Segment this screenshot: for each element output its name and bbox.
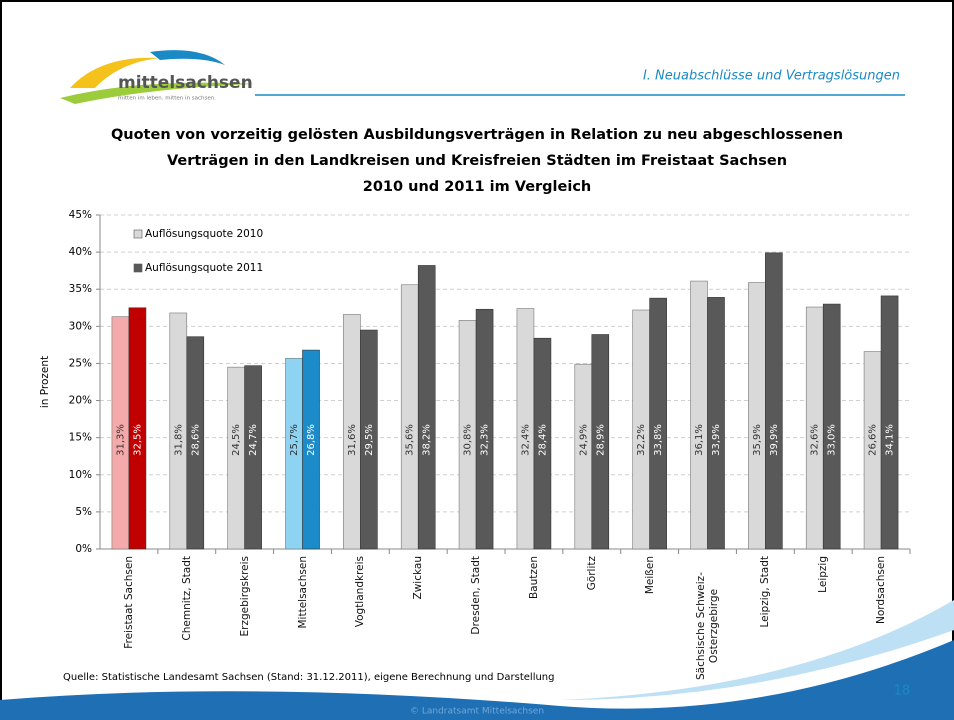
y-tick-label: 10% [69,469,92,481]
data-label: 32,5% [132,424,143,456]
source: Quelle: Statistische Landesamt Sachsen (… [63,672,555,683]
y-tick-label: 40% [69,246,92,258]
bar [360,329,378,550]
data-label: 31,8% [173,424,184,456]
footer-wave [0,640,954,720]
data-label: 25,7% [289,424,300,456]
bar [302,349,320,550]
x-tick-label: Vogtlandkreis [353,556,366,628]
legend-swatch [133,263,143,273]
data-label: 28,6% [190,424,201,456]
data-label: 32,3% [480,424,491,456]
x-tick-label: Freistaat Sachsen [122,556,135,649]
data-label: 34,1% [885,424,896,456]
x-tick-label: Erzgebirgskreis [238,556,251,637]
y-tick-label: 5% [75,506,92,518]
data-label: 32,4% [520,424,531,456]
chart-title: 2010 und 2011 im Vergleich [363,179,592,195]
data-label: 28,9% [595,424,606,456]
data-label: 39,9% [769,424,780,456]
data-label: 33,8% [653,424,664,456]
x-tick-label: Mittelsachsen [296,556,308,629]
y-tick-label: 20% [69,395,92,407]
data-label: 26,6% [868,424,879,456]
x-tick-label: Meißen [643,556,656,595]
chart-title: Verträgen in den Landkreisen und Kreisfr… [167,153,787,169]
logo-tagline: mitten im leben. mitten in sachsen. [118,96,216,102]
data-label: 24,7% [248,424,259,456]
data-label: 33,0% [827,424,838,456]
bar [649,297,667,550]
footer-wave-light [560,600,954,700]
bar [400,284,419,550]
copyright: © Landratsamt Mittelsachsen [410,707,544,717]
bar [186,336,205,550]
y-tick-label: 0% [75,543,92,555]
data-label: 24,9% [578,424,589,456]
data-label: 33,9% [711,424,722,456]
bar [765,252,783,550]
chart-title: Quoten von vorzeitig gelösten Ausbildung… [111,127,843,143]
data-label: 28,4% [537,424,548,456]
x-tick-label: Leipzig, Stadt [758,556,771,628]
y-tick-label: 25% [69,357,92,369]
data-label: 30,8% [463,424,474,456]
x-tick-label: Bautzen [527,556,540,600]
bar [227,366,245,550]
x-tick-label: Leipzig [816,556,829,593]
bar [748,282,766,550]
x-tick-label: Dresden, Stadt [469,556,482,635]
data-label: 32,6% [810,424,821,456]
bar [417,265,436,550]
x-tick-label: Nordsachsen [874,556,887,624]
data-label: 35,6% [405,424,416,456]
legend-swatch [133,229,143,239]
logo-arc [70,57,160,88]
data-label: 38,2% [422,424,433,456]
x-tick-label: Sächsische Schweiz-Osterzgebirge [694,572,720,680]
data-label: 35,9% [752,424,763,456]
bar [880,295,899,550]
y-tick-label: 45% [69,209,92,221]
legend-label: Auflösungsquote 2010 [145,228,263,240]
data-label: 24,5% [231,424,242,456]
page-number: 18 [894,684,911,699]
bar [591,334,610,550]
data-label: 32,2% [636,424,647,456]
data-label: 31,3% [115,424,126,456]
logo-arc [150,50,225,65]
x-tick-label: Zwickau [411,556,424,600]
x-tick-label: Görlitz [585,556,598,591]
bar [822,303,841,550]
y-tick-label: 30% [69,320,92,332]
data-label: 31,6% [347,424,358,456]
logo-text: mittelsachsen [118,73,253,93]
bar [690,280,708,550]
legend-label: Auflösungsquote 2011 [145,262,263,274]
section-title: I. Neuabschlüsse und Vertragslösungen [643,69,900,84]
data-label: 29,5% [364,424,375,456]
bar [533,337,552,550]
bar [128,307,147,550]
y-tick-label: 15% [69,432,92,444]
data-label: 26,8% [306,424,317,456]
bar [244,365,262,550]
bar [475,308,494,550]
y-axis-label: in Prozent [39,356,51,408]
logo-swoosh [60,82,255,104]
x-tick-label: Chemnitz, Stadt [180,556,193,641]
bar [707,297,725,550]
data-label: 36,1% [694,424,705,456]
y-tick-label: 35% [69,283,92,295]
